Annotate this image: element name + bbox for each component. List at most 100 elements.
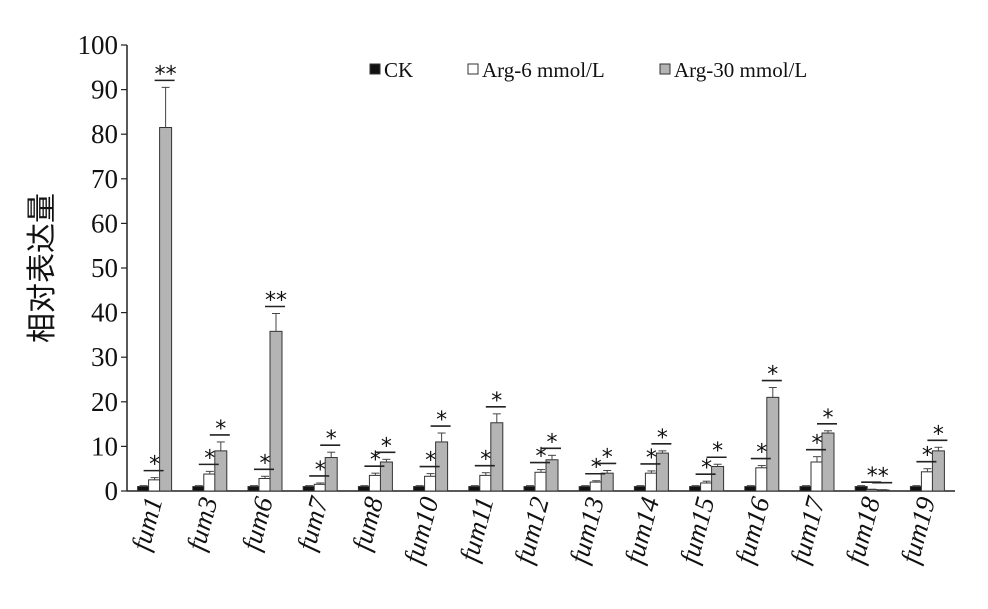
significance-label: *	[756, 441, 767, 466]
significance-label: **	[155, 62, 177, 87]
significance-label: *	[436, 408, 447, 433]
significance-label: *	[326, 427, 337, 452]
x-tick-label: fum14	[619, 494, 665, 567]
significance-label: *	[480, 448, 491, 473]
significance-label: *	[933, 422, 944, 447]
x-tick-label: fum10	[398, 493, 445, 566]
bar	[744, 486, 758, 492]
bars	[137, 127, 945, 492]
bar	[302, 486, 316, 492]
bar	[755, 467, 769, 492]
bar	[644, 472, 658, 492]
significance-label: *	[657, 426, 668, 451]
bar	[468, 486, 482, 492]
significance-label: *	[767, 363, 778, 388]
x-tick-label: fum17	[784, 492, 831, 566]
legend-swatch	[467, 63, 479, 75]
significance-label: *	[646, 446, 657, 471]
significance-label: *	[425, 449, 436, 474]
bar	[313, 483, 327, 492]
bar	[269, 330, 283, 492]
bar	[324, 457, 338, 492]
significance-label: *	[491, 389, 502, 414]
legend-label: Arg-30 mmol/L	[674, 58, 807, 82]
bar	[655, 452, 669, 492]
bar	[357, 486, 371, 492]
significance-label: *	[547, 430, 558, 455]
bar	[909, 486, 923, 492]
bar	[258, 478, 272, 492]
significance-label: *	[922, 444, 933, 469]
significance-label: **	[265, 288, 287, 313]
x-tick-label: fum18	[840, 493, 887, 566]
bar	[821, 432, 835, 492]
significance-marks: * * * * * * * * * * ** ********* ***********	[143, 62, 948, 490]
y-tick-label: 70	[91, 164, 118, 194]
significance-label: *	[370, 448, 381, 473]
bar	[810, 461, 824, 492]
significance-label: *	[812, 432, 823, 457]
x-tick-label: fum19	[895, 493, 942, 566]
bar	[368, 474, 382, 492]
x-tick-label: fum3	[181, 494, 224, 554]
x-tick-label: fum12	[508, 494, 554, 567]
x-tick-label: fum13	[564, 494, 610, 567]
x-tick-label: fum11	[454, 494, 500, 565]
error-bars	[139, 86, 943, 491]
bar	[876, 489, 890, 492]
significance-label: *	[315, 458, 326, 483]
x-tick-label: fum1	[125, 494, 168, 554]
significance-label: *	[591, 456, 602, 481]
legend-swatch	[659, 63, 671, 75]
significance-label: *	[149, 453, 160, 478]
bar	[424, 475, 438, 492]
bar	[203, 473, 217, 492]
y-tick-label: 30	[91, 342, 118, 372]
bar	[600, 472, 614, 492]
significance-label: *	[867, 464, 878, 489]
y-tick-label: 0	[105, 476, 119, 506]
bar	[711, 465, 725, 492]
bar	[192, 486, 206, 492]
bar	[148, 479, 162, 492]
bar	[523, 486, 537, 492]
legend-swatch	[369, 63, 381, 75]
bar	[931, 450, 945, 492]
y-tick-label: 40	[91, 298, 118, 328]
bar	[137, 486, 151, 492]
bar	[159, 127, 173, 492]
y-tick-label: 80	[91, 119, 118, 149]
bar	[479, 474, 493, 492]
bar	[589, 481, 603, 492]
bar	[766, 396, 780, 492]
significance-label: *	[381, 434, 392, 459]
bar	[490, 422, 504, 492]
x-tick-label: fum16	[729, 493, 776, 566]
y-tick-label: 20	[91, 387, 118, 417]
significance-label: *	[204, 446, 215, 471]
y-tick-label: 60	[91, 208, 118, 238]
significance-label: *	[215, 417, 226, 442]
bar	[633, 486, 647, 492]
significance-label: *	[878, 465, 889, 490]
legend: CK Arg-6 mmol/L Arg-30 mmol/L	[369, 58, 807, 82]
y-ticks: 0 10 20 30 40 50 60 70 80 90 100	[78, 30, 127, 506]
bar	[799, 486, 813, 492]
significance-label: *	[602, 445, 613, 470]
bar	[854, 486, 868, 492]
x-tick-label: fum15	[674, 494, 720, 567]
bar	[247, 486, 261, 492]
x-tick-label: fum6	[236, 493, 279, 553]
bar	[578, 486, 592, 492]
x-ticks: fum1 fum3 fum6 fum7 fum8 fum10 fum11 fum12 fum13…	[125, 492, 941, 566]
significance-label: *	[823, 406, 834, 431]
significance-label: *	[260, 451, 271, 476]
y-axis-label: 相对表达量	[25, 193, 60, 343]
y-tick-label: 90	[91, 75, 118, 105]
y-axis-label-group: 相对表达量	[25, 193, 60, 343]
significance-label: *	[536, 445, 547, 470]
bar	[865, 489, 879, 492]
x-tick-label: fum7	[291, 492, 334, 553]
x-tick-label: fum8	[346, 493, 389, 553]
